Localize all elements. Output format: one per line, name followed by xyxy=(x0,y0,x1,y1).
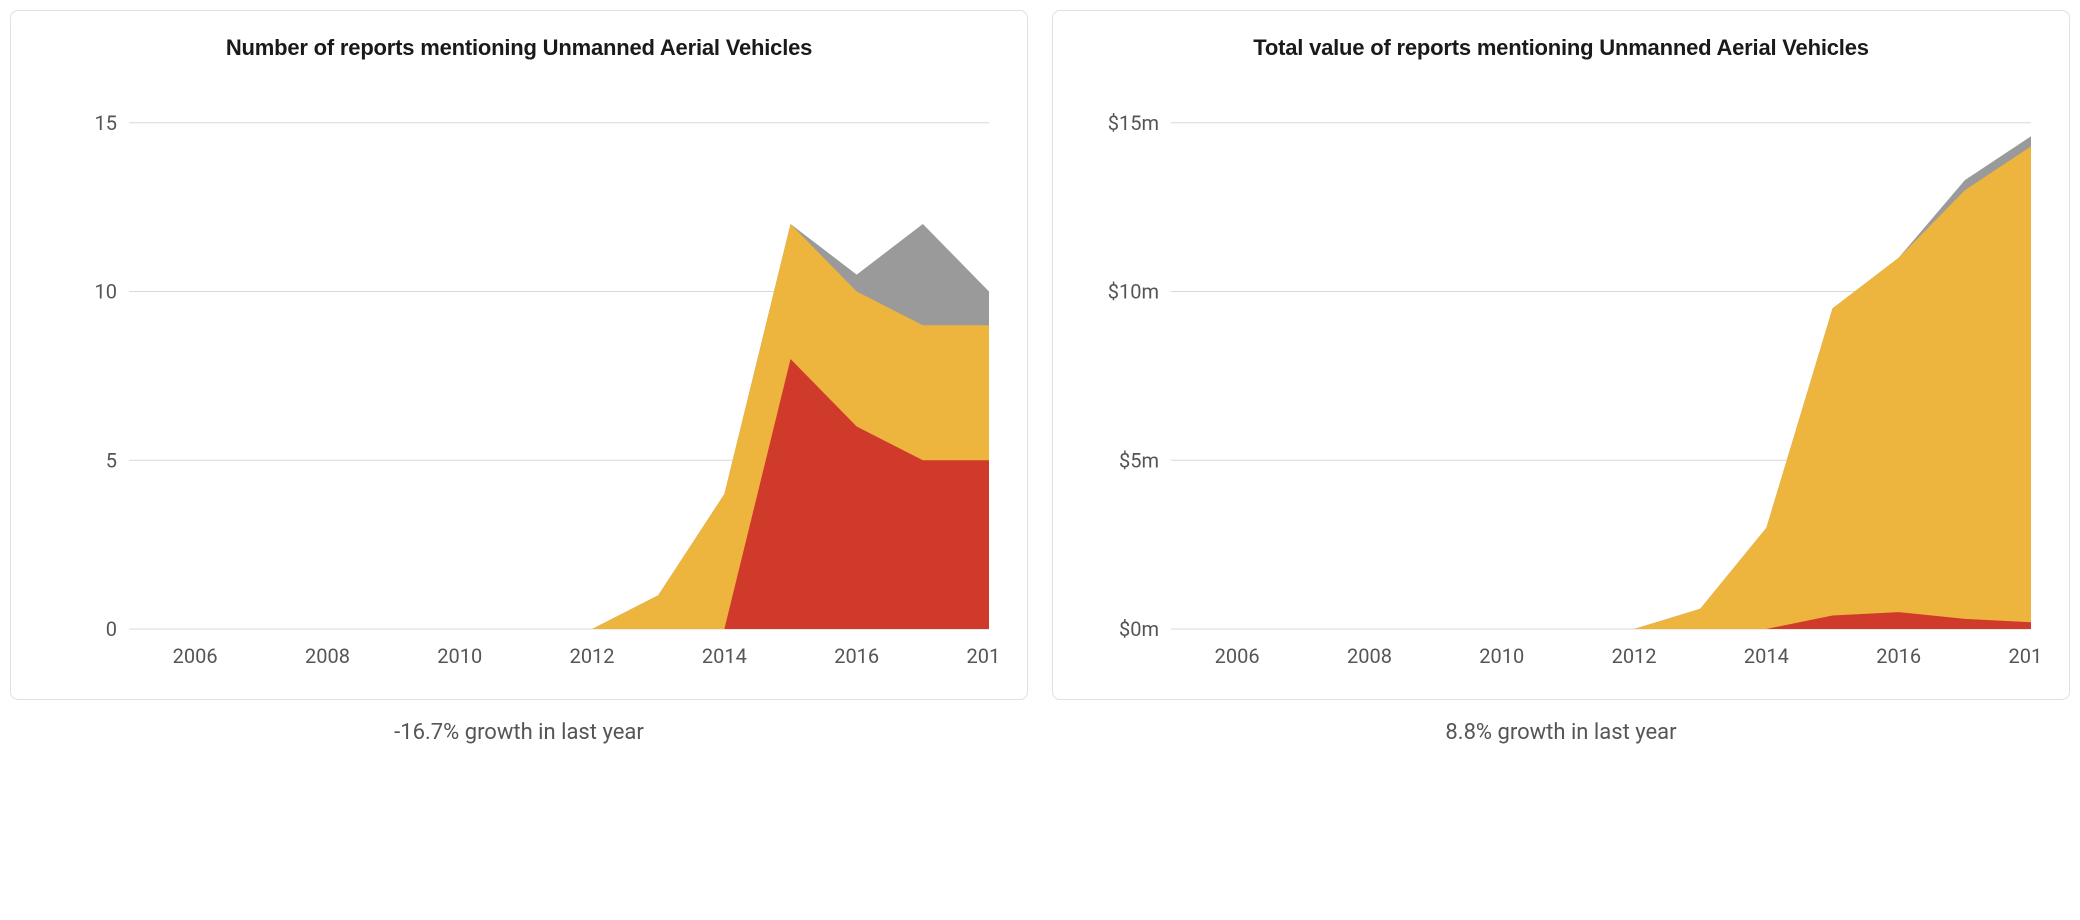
charts-container: Number of reports mentioning Unmanned Ae… xyxy=(10,10,2070,745)
x-tick-label: 2012 xyxy=(570,644,615,668)
area-series-red xyxy=(1171,612,2031,629)
left-chart-title: Number of reports mentioning Unmanned Ae… xyxy=(39,35,999,61)
left-chart-area: 0 5 10 15 2006 2008 2010 2012 2014 2016 2018 xyxy=(39,79,999,679)
x-tick-label: 2018 xyxy=(967,644,999,668)
right-chart-title: Total value of reports mentioning Unmann… xyxy=(1081,35,2041,61)
y-tick-label: $10m xyxy=(1108,280,1159,304)
right-card: Total value of reports mentioning Unmann… xyxy=(1052,10,2070,700)
x-tick-label: 2008 xyxy=(305,644,350,668)
x-tick-label: 2016 xyxy=(834,644,879,668)
y-tick-label: 0 xyxy=(106,617,117,641)
left-caption: -16.7% growth in last year xyxy=(10,720,1028,745)
x-tick-label: 2010 xyxy=(437,644,482,668)
right-panel: Total value of reports mentioning Unmann… xyxy=(1052,10,2070,745)
x-tick-label: 2016 xyxy=(1876,644,1921,668)
y-tick-label: $15m xyxy=(1108,111,1159,135)
right-chart-area: $0m $5m $10m $15m 2006 2008 2010 2012 2014 2016 20… xyxy=(1081,79,2041,679)
right-caption: 8.8% growth in last year xyxy=(1052,720,2070,745)
left-panel: Number of reports mentioning Unmanned Ae… xyxy=(10,10,1028,745)
right-chart-svg: $0m $5m $10m $15m 2006 2008 2010 2012 2014 2016 20… xyxy=(1081,79,2041,679)
x-tick-label: 2006 xyxy=(173,644,218,668)
x-tick-label: 2012 xyxy=(1612,644,1657,668)
x-tick-label: 2018 xyxy=(2009,644,2041,668)
y-tick-label: $0m xyxy=(1119,617,1159,641)
x-tick-label: 2010 xyxy=(1479,644,1524,668)
left-card: Number of reports mentioning Unmanned Ae… xyxy=(10,10,1028,700)
y-tick-label: 15 xyxy=(95,111,117,135)
x-tick-label: 2014 xyxy=(702,644,747,668)
x-tick-label: 2014 xyxy=(1744,644,1789,668)
y-tick-label: 10 xyxy=(95,280,117,304)
y-tick-label: 5 xyxy=(106,448,117,472)
x-tick-label: 2006 xyxy=(1215,644,1260,668)
y-tick-label: $5m xyxy=(1119,448,1159,472)
area-series-yellow xyxy=(1171,146,2031,629)
x-tick-label: 2008 xyxy=(1347,644,1392,668)
left-chart-svg: 0 5 10 15 2006 2008 2010 2012 2014 2016 2018 xyxy=(39,79,999,679)
